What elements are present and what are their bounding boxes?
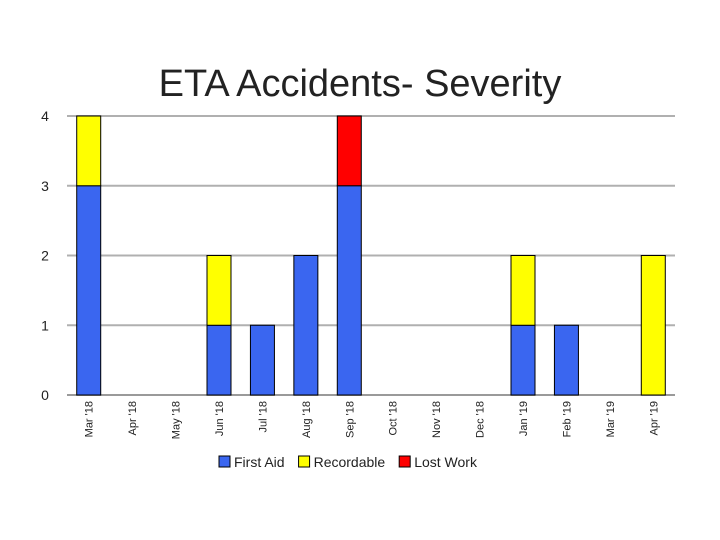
- bar-segment-first-aid: [553, 324, 579, 396]
- x-tick-label: Jun '18: [214, 401, 226, 436]
- bar-segment-recordable: [206, 255, 232, 326]
- x-tick-label: Mar '18: [84, 401, 96, 437]
- bar-segment-first-aid: [76, 185, 102, 396]
- x-tick-label: Feb '19: [561, 401, 573, 437]
- x-tick-label: May '18: [171, 401, 183, 439]
- legend-label: Lost Work: [414, 454, 478, 470]
- bar-segment-first-aid: [510, 324, 536, 396]
- bar-segment-recordable: [640, 255, 666, 396]
- x-tick-label: Aug '18: [301, 401, 313, 438]
- x-tick-label: Mar '19: [605, 401, 617, 437]
- bar-segment-recordable: [510, 255, 536, 326]
- y-tick-label: 1: [41, 317, 49, 333]
- x-tick-label: Apr '18: [127, 401, 139, 436]
- bars: [76, 115, 666, 396]
- x-axis-ticks: Mar '18 Apr '18 May '18 Jun '18 Jul '18 Aug '…: [84, 401, 661, 439]
- y-tick-label: 4: [41, 108, 49, 124]
- chart-title: ETA Accidents- Severity: [159, 63, 562, 105]
- x-tick-label: Apr '19: [648, 401, 660, 436]
- x-tick-label: Nov '18: [431, 401, 443, 438]
- y-axis-ticks: 0 1 2 3 4: [41, 108, 49, 403]
- x-tick-label: Jan '19: [518, 401, 530, 436]
- x-tick-label: Sep '18: [344, 401, 356, 438]
- legend-label: Recordable: [314, 454, 386, 470]
- bar-segment-first-aid: [336, 185, 362, 396]
- y-tick-label: 0: [41, 387, 49, 403]
- legend-swatch: [298, 455, 311, 468]
- x-tick-label: Oct '18: [388, 401, 400, 436]
- legend-swatch: [398, 455, 411, 468]
- bar-segment-first-aid: [206, 324, 232, 396]
- legend-swatch: [218, 455, 231, 468]
- y-tick-label: 3: [41, 178, 49, 194]
- x-tick-label: Dec '18: [475, 401, 487, 438]
- x-tick-label: Jul '18: [257, 401, 269, 432]
- bar-segment-lost-work: [336, 115, 362, 187]
- bar-segment-first-aid: [249, 324, 275, 396]
- legend: First Aid Recordable Lost Work: [218, 454, 478, 470]
- y-tick-label: 2: [41, 248, 49, 264]
- gridlines: [67, 115, 675, 396]
- bar-segment-first-aid: [293, 255, 319, 396]
- bar-segment-recordable: [76, 115, 102, 187]
- legend-label: First Aid: [234, 454, 285, 470]
